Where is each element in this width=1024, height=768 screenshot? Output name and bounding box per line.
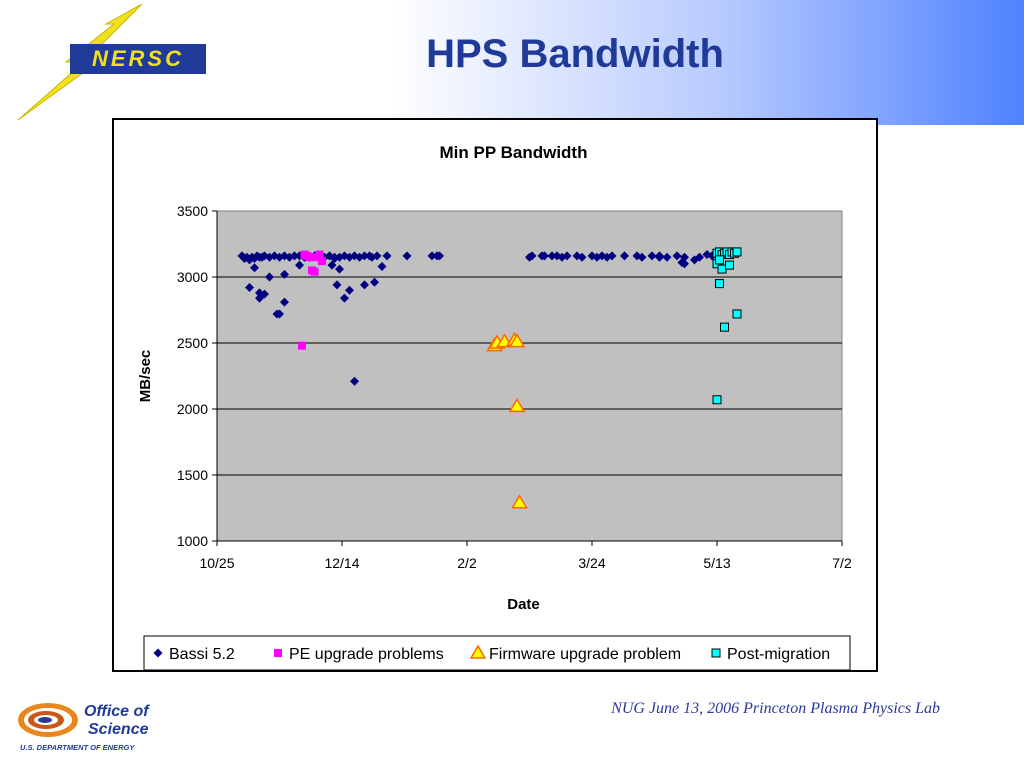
bassi-point (372, 251, 382, 261)
bassi-point (280, 297, 289, 307)
bassi-point (295, 260, 304, 270)
pe-upgrade-point (305, 253, 314, 262)
bassi-point (435, 251, 444, 261)
bassi-point (607, 251, 617, 261)
bassi-point (680, 259, 689, 269)
bassi-point (360, 280, 369, 290)
pe-upgrade-point (315, 250, 324, 259)
legend-firmware-upgrade-label: Firmware upgrade problem (489, 646, 681, 663)
bassi-point (540, 251, 549, 261)
bassi-point (370, 277, 379, 287)
legend-bassi-label: Bassi 5.2 (169, 646, 235, 663)
bassi-point (562, 251, 572, 261)
post-migration-point (720, 322, 729, 332)
post-migration-point (712, 395, 722, 405)
bassi-point (335, 264, 344, 274)
bassi-point (680, 252, 689, 262)
post-migration-point (725, 260, 734, 270)
bassi-point (245, 283, 254, 293)
legend-post-migration-label: Post-migration (727, 646, 830, 663)
y-tick-label: 2500 (177, 335, 208, 351)
legend-pe-upgrade-label: PE upgrade problems (289, 646, 444, 663)
bassi-point (695, 252, 704, 262)
y-tick-label: 3500 (177, 203, 208, 219)
bassi-point (327, 260, 337, 270)
bassi-point (637, 252, 647, 262)
post-migration-point (715, 255, 724, 265)
bassi-point (242, 252, 252, 262)
y-tick-label: 1000 (177, 533, 208, 549)
legend-bassi-marker (153, 648, 163, 658)
y-tick-label: 2000 (177, 401, 208, 417)
bassi-point (662, 252, 672, 262)
bassi-point (620, 251, 629, 261)
science-label: Science (88, 721, 149, 738)
bassi-point (290, 251, 299, 261)
bassi-point (265, 272, 274, 282)
bassi-point (345, 285, 354, 295)
pe-upgrade-point (318, 257, 326, 266)
bassi-point (280, 269, 289, 279)
post-migration-point (717, 264, 727, 274)
bassi-point (255, 288, 264, 298)
bassi-point (382, 251, 392, 261)
doe-swirl-icon (18, 703, 78, 737)
bassi-point (577, 252, 587, 262)
post-migration-point (732, 247, 742, 257)
scatter-chart: Min PP Bandwidth 1000 1500 2000 2500 3000 3500… (137, 143, 852, 670)
chart-title: Min PP Bandwidth (440, 143, 588, 162)
legend (143, 635, 851, 670)
bassi-point (350, 376, 359, 386)
slide-title: HPS Bandwidth (426, 32, 724, 76)
x-axis-label: Date (507, 596, 540, 613)
firmware-upgrade-point (508, 333, 526, 348)
footer-text: NUG June 13, 2006 Princeton Plasma Physi… (611, 700, 940, 717)
bassi-point (360, 251, 369, 261)
bassi-point (427, 251, 437, 261)
x-tick-label: 10/25 (199, 555, 234, 571)
bassi-point (332, 280, 342, 290)
legend-pe-upgrade-marker (274, 649, 282, 657)
legend-firmware-upgrade-marker (469, 644, 487, 659)
bassi-point (330, 254, 339, 264)
nersc-logo-text: NERSC (92, 46, 184, 71)
bassi-point (402, 251, 412, 261)
x-tick-label: 7/2 (832, 555, 852, 571)
bassi-point (547, 251, 557, 261)
doe-label: U.S. DEPARTMENT OF ENERGY (20, 743, 135, 752)
x-tick-label: 3/24 (578, 555, 605, 571)
legend-post-migration-marker (711, 648, 721, 658)
bassi-point (275, 309, 284, 319)
bassi-point (340, 293, 349, 303)
office-of-science-logo: Office of Science U.S. DEPARTMENT OF ENE… (18, 703, 150, 752)
chart-frame: Min PP Bandwidth 1000 1500 2000 2500 3000 3500… (112, 118, 878, 672)
plot-area (216, 210, 843, 542)
nersc-badge (70, 44, 206, 74)
bassi-point (647, 251, 657, 261)
firmware-upgrade-point (508, 397, 526, 413)
y-tick-label: 3000 (177, 269, 208, 285)
bassi-point (655, 252, 664, 262)
bassi-point (672, 251, 682, 261)
x-tick-label: 5/13 (703, 555, 730, 571)
nersc-logo: NERSC (17, 4, 206, 121)
pe-upgrade-point (310, 267, 319, 276)
x-tick-label: 2/2 (457, 555, 477, 571)
bassi-point (377, 261, 387, 271)
bassi-point (250, 263, 259, 273)
y-axis-label: MB/sec (137, 350, 154, 403)
office-of-label: Office of (84, 703, 150, 720)
y-tick-label: 1500 (177, 467, 208, 483)
firmware-upgrade-point (511, 494, 528, 509)
post-migration-point (732, 309, 742, 319)
pe-upgrade-point (298, 341, 306, 350)
post-migration-point (715, 279, 724, 289)
x-tick-label: 12/14 (324, 555, 359, 571)
bassi-point (527, 251, 537, 261)
